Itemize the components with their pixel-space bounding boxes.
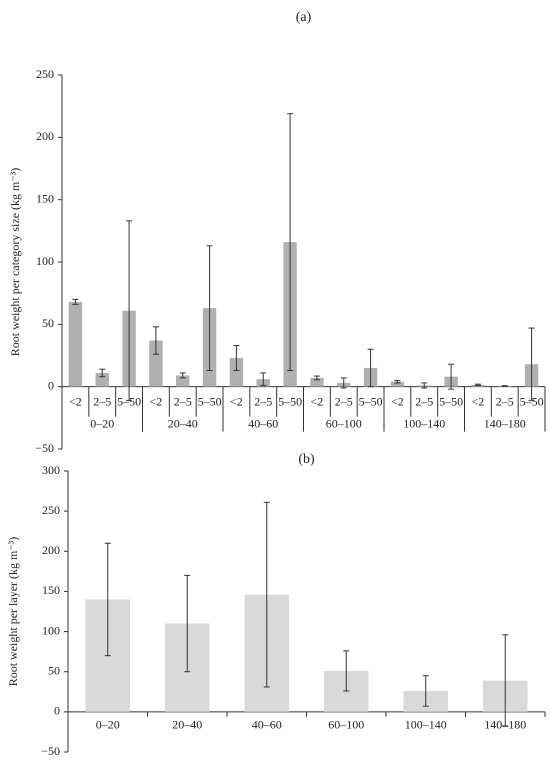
bar <box>149 340 163 387</box>
bar <box>390 381 405 387</box>
chart-title: (b) <box>298 452 315 467</box>
x-group-label: 140–180 <box>484 416 526 430</box>
x-subcategory-label: <2 <box>230 394 243 408</box>
x-subcategory-label: 5–50 <box>198 394 222 408</box>
x-subcategory-label: 5–50 <box>278 394 302 408</box>
x-tick-label: 20–40 <box>172 718 202 732</box>
y-tick-label: 200 <box>42 543 60 557</box>
y-tick-label: 0 <box>48 378 54 392</box>
x-subcategory-label: 2–5 <box>496 394 514 408</box>
x-subcategory-label: 2–5 <box>335 394 353 408</box>
y-tick-label: 0 <box>54 704 60 718</box>
y-tick-label: 250 <box>42 503 60 517</box>
y-tick-label: 100 <box>42 623 60 637</box>
bar <box>68 301 83 387</box>
bar <box>229 357 244 387</box>
x-subcategory-label: 2–5 <box>174 394 192 408</box>
x-group-label: 100–140 <box>403 416 445 430</box>
y-tick-label: 50 <box>48 663 60 677</box>
x-subcategory-label: 2–5 <box>415 394 433 408</box>
x-tick-label: 0–20 <box>96 718 120 732</box>
x-subcategory-label: 2–5 <box>254 394 272 408</box>
x-tick-label: 140–180 <box>484 718 526 732</box>
bar <box>95 372 109 387</box>
x-group-label: 60–100 <box>326 416 362 430</box>
y-tick-label: 200 <box>36 129 54 143</box>
x-tick-label: 100–140 <box>405 718 447 732</box>
x-group-label: 40–60 <box>248 416 278 430</box>
x-subcategory-label: 2–5 <box>93 394 111 408</box>
y-tick-label: 50 <box>42 316 54 330</box>
x-subcategory-label: <2 <box>391 394 404 408</box>
x-subcategory-label: 5–50 <box>359 394 383 408</box>
y-tick-label: −50 <box>41 744 60 758</box>
x-subcategory-label: 5–50 <box>117 394 141 408</box>
x-subcategory-label: <2 <box>311 394 324 408</box>
bar <box>176 375 190 387</box>
x-subcategory-label: <2 <box>150 394 163 408</box>
x-subcategory-label: 5–50 <box>520 394 544 408</box>
y-tick-label: 100 <box>36 254 54 268</box>
y-tick-label: 250 <box>36 67 54 81</box>
y-tick-label: 150 <box>36 191 54 205</box>
x-subcategory-label: 5–50 <box>439 394 463 408</box>
x-group-label: 0–20 <box>90 416 114 430</box>
bar <box>310 377 324 387</box>
y-axis-label: Root weight per layer (kg m⁻³) <box>6 537 20 687</box>
y-tick-label: 300 <box>42 463 60 477</box>
y-tick-label: 150 <box>42 583 60 597</box>
x-group-label: 20–40 <box>168 416 198 430</box>
x-subcategory-label: <2 <box>472 394 485 408</box>
x-subcategory-label: <2 <box>69 394 82 408</box>
chart-title: (a) <box>296 10 312 25</box>
x-tick-label: 60–100 <box>328 718 364 732</box>
x-tick-label: 40–60 <box>252 718 282 732</box>
y-axis-label: Root weight per category size (kg m⁻³) <box>8 168 22 357</box>
y-tick-label: −50 <box>35 441 54 455</box>
